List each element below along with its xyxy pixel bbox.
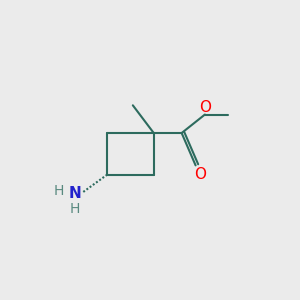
Text: O: O: [199, 100, 211, 115]
Text: O: O: [194, 167, 206, 182]
Text: N: N: [68, 186, 81, 201]
Text: H: H: [53, 184, 64, 198]
Text: H: H: [70, 202, 80, 216]
